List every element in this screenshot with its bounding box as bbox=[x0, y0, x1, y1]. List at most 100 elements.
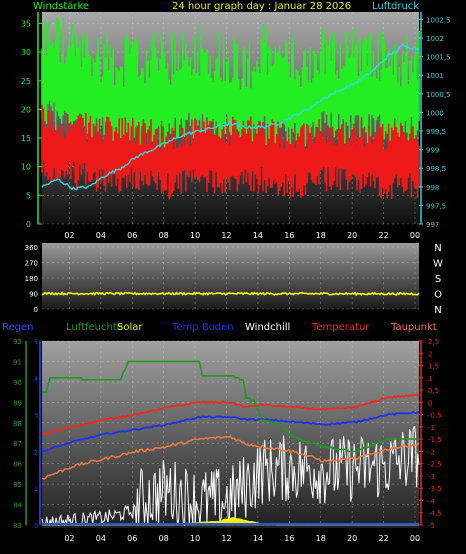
time-tick-label: 22 bbox=[378, 534, 388, 543]
temperature-tick-label: -4,5 bbox=[428, 510, 442, 518]
dewpoint-series bbox=[41, 435, 420, 480]
wind-tick-label: 0 bbox=[26, 220, 31, 229]
wind-direction-series bbox=[42, 291, 420, 297]
wind-tick-label: 25 bbox=[21, 77, 31, 86]
panel-direction-background bbox=[42, 243, 419, 309]
temperature-tick-label: 0,5 bbox=[428, 387, 439, 395]
time-tick-label: 08 bbox=[159, 231, 169, 240]
humidity-tick-label: 86 bbox=[13, 461, 22, 469]
time-tick-label: 12 bbox=[221, 534, 231, 543]
humidity-tick-label: 87 bbox=[13, 440, 22, 448]
temperature-tick-label: -5 bbox=[428, 522, 435, 530]
rain-tick-label: 2 bbox=[34, 449, 38, 456]
rain-tick-label: 0 bbox=[34, 523, 38, 530]
humidity-tick-label: 88 bbox=[13, 420, 22, 428]
time-tick-label: 00 bbox=[410, 231, 420, 240]
direction-tick-label: 360 bbox=[25, 244, 38, 252]
time-tick-label: 10 bbox=[190, 231, 200, 240]
wind-tick-label: 10 bbox=[21, 163, 31, 172]
temperature-tick-label: -0,5 bbox=[428, 412, 442, 420]
legend-windchill: Windchill bbox=[245, 322, 290, 333]
humidity-tick-label: 89 bbox=[13, 399, 22, 407]
compass-label: N bbox=[434, 305, 441, 316]
humidity-tick-label: 83 bbox=[13, 522, 22, 530]
wind-tick-label: 35 bbox=[21, 19, 31, 28]
time-tick-label: 02 bbox=[64, 231, 74, 240]
direction-tick-label: 90 bbox=[29, 291, 38, 299]
time-tick-label: 08 bbox=[159, 534, 169, 543]
legend-solar: Solar bbox=[117, 322, 143, 333]
windchill-series bbox=[41, 425, 420, 527]
temperature-tick-label: -1,5 bbox=[428, 436, 442, 444]
temperature-tick-label: 1,5 bbox=[428, 363, 439, 371]
humidity-series bbox=[42, 360, 419, 453]
chart-title: 24 hour graph day : Januar 28 2026 bbox=[172, 1, 351, 12]
pressure-tick-label: 1000,5 bbox=[426, 91, 451, 99]
wind-tick-label: 30 bbox=[21, 48, 31, 57]
temperature-tick-label: -3,5 bbox=[428, 485, 442, 493]
direction-tick-label: 270 bbox=[25, 260, 38, 268]
soil-temperature-series bbox=[41, 410, 420, 453]
time-tick-label: 14 bbox=[253, 231, 263, 240]
time-tick-label: 16 bbox=[284, 534, 294, 543]
pressure-tick-label: 998 bbox=[426, 184, 439, 192]
pressure-tick-label: 997,5 bbox=[426, 202, 446, 210]
time-tick-label: 04 bbox=[96, 534, 106, 543]
wind-tick-label: 15 bbox=[21, 134, 31, 143]
legend-temperature: Temperatur bbox=[311, 322, 370, 333]
time-tick-label: 06 bbox=[127, 534, 137, 543]
legend-soil-temp: Temp Boden bbox=[171, 322, 234, 333]
pressure-tick-label: 1001 bbox=[426, 72, 444, 80]
temperature-tick-label: 1 bbox=[428, 375, 432, 383]
wind-tick-label: 20 bbox=[21, 105, 31, 114]
legend-humidity: Luftfeuchte bbox=[66, 322, 123, 333]
compass-label: N bbox=[434, 243, 441, 254]
temperature-tick-label: 2 bbox=[428, 350, 432, 358]
time-tick-label: 02 bbox=[64, 534, 74, 543]
humidity-tick-label: 85 bbox=[13, 481, 22, 489]
time-tick-label: 18 bbox=[316, 534, 326, 543]
pressure-tick-label: 1001,5 bbox=[426, 54, 451, 62]
time-tick-label: 06 bbox=[127, 231, 137, 240]
time-tick-label: 22 bbox=[378, 231, 388, 240]
time-tick-label: 18 bbox=[316, 231, 326, 240]
compass-label: S bbox=[435, 274, 441, 285]
pressure-tick-label: 1002 bbox=[426, 35, 444, 43]
direction-tick-label: 0 bbox=[34, 306, 38, 314]
axes: 05101520253035997997,5998998,5999999,510… bbox=[13, 12, 451, 543]
pressure-tick-label: 1002,5 bbox=[426, 16, 451, 24]
wind-average-series bbox=[41, 104, 420, 200]
time-tick-label: 20 bbox=[347, 534, 357, 543]
legend-dewpoint: Taupunkt bbox=[390, 322, 437, 333]
temperature-tick-label: -2,5 bbox=[428, 461, 442, 469]
humidity-tick-label: 91 bbox=[13, 358, 22, 366]
pressure-tick-label: 1000 bbox=[426, 109, 444, 117]
wind-axis-title: Windstärke bbox=[33, 1, 89, 12]
temperature-tick-label: -1 bbox=[428, 424, 435, 432]
time-tick-label: 10 bbox=[190, 534, 200, 543]
pressure-tick-label: 998,5 bbox=[426, 165, 446, 173]
rain-tick-label: 5 bbox=[34, 339, 38, 346]
humidity-tick-label: 92 bbox=[13, 338, 22, 346]
time-tick-label: 16 bbox=[284, 231, 294, 240]
temperature-tick-label: -2 bbox=[428, 448, 435, 456]
compass-label: W bbox=[433, 259, 443, 270]
pressure-tick-label: 999,5 bbox=[426, 128, 446, 136]
temperature-tick-label: -3 bbox=[428, 473, 435, 481]
time-tick-label: 12 bbox=[221, 231, 231, 240]
humidity-tick-label: 90 bbox=[13, 379, 22, 387]
temperature-series bbox=[41, 393, 420, 435]
pressure-axis-title: Luftdruck bbox=[372, 1, 419, 12]
rain-tick-label: 3 bbox=[34, 413, 38, 420]
humidity-tick-label: 84 bbox=[13, 502, 22, 510]
wind-tick-label: 5 bbox=[26, 191, 31, 200]
time-tick-label: 00 bbox=[410, 534, 420, 543]
direction-tick-label: 180 bbox=[25, 275, 38, 283]
pressure-tick-label: 999 bbox=[426, 147, 439, 155]
pressure-series bbox=[41, 43, 420, 191]
pressure-tick-label: 997 bbox=[426, 221, 439, 229]
temperature-tick-label: -4 bbox=[428, 497, 436, 505]
legend-rain: Regen bbox=[2, 322, 34, 333]
time-tick-label: 04 bbox=[96, 231, 106, 240]
